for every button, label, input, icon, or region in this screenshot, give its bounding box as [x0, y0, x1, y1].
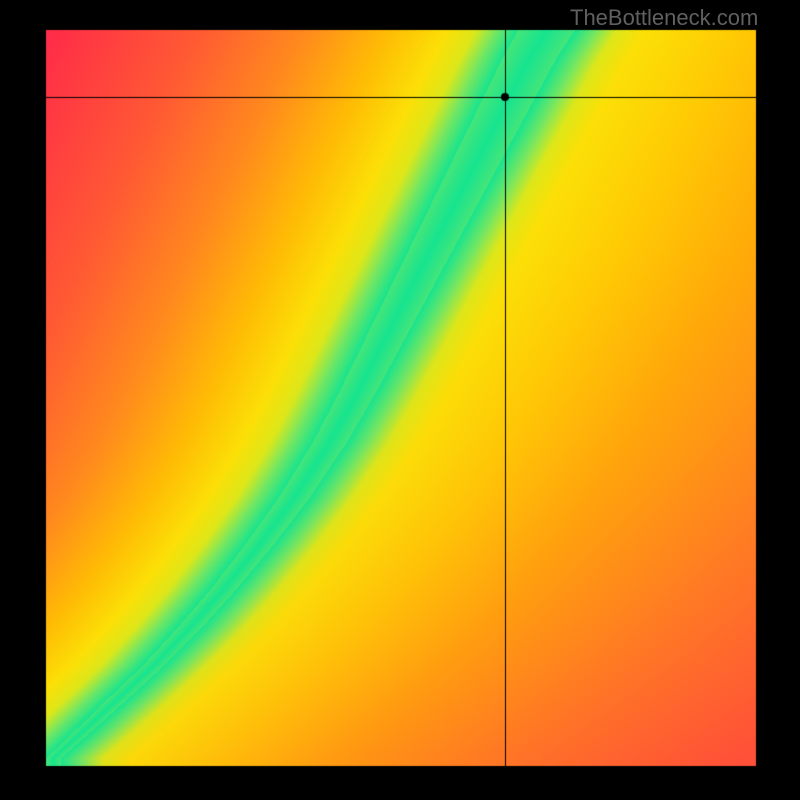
bottleneck-heatmap	[0, 0, 800, 800]
watermark-text: TheBottleneck.com	[570, 5, 758, 31]
chart-container: TheBottleneck.com	[0, 0, 800, 800]
